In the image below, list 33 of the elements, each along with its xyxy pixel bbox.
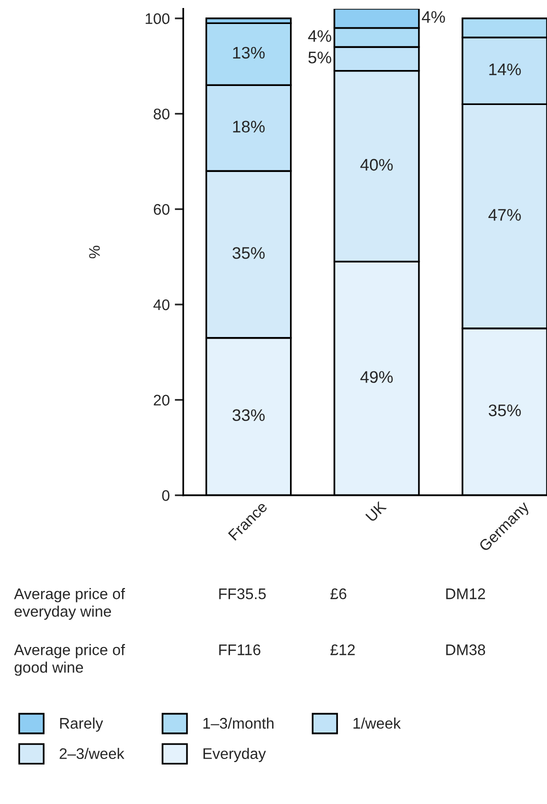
- text: DM38: [446, 644, 486, 656]
- data-label: 35%: [232, 247, 265, 259]
- text: Average price of everyday wine: [14, 588, 126, 620]
- y-tick-label: 100: [146, 13, 170, 24]
- text: Average price of good wine: [14, 644, 126, 676]
- data-label: 4%: [422, 11, 445, 23]
- y-tick-label: 0: [162, 490, 170, 501]
- data-label: 18%: [233, 120, 265, 133]
- legend-label: 1/week: [354, 718, 401, 729]
- y-tick-label: 80: [154, 108, 170, 120]
- data-label: 5%: [308, 52, 332, 64]
- y-tick-label: 60: [154, 204, 170, 215]
- data-label: 35%: [488, 404, 521, 416]
- legend-label: Rarely: [60, 718, 104, 732]
- data-label: 40%: [360, 158, 393, 171]
- text: FF116: [219, 644, 260, 656]
- text: £12: [330, 644, 355, 656]
- data-label: 4%: [308, 30, 332, 42]
- text: £6: [330, 588, 346, 600]
- data-label: 49%: [360, 371, 393, 383]
- legend-label: 2–3/week: [60, 748, 124, 760]
- text: FF35.5: [219, 588, 266, 600]
- y-tick-label: 40: [153, 299, 170, 310]
- data-label: 14%: [489, 64, 521, 76]
- data-label: 47%: [488, 209, 521, 221]
- y-axis-title: %: [89, 246, 100, 258]
- text: DM12: [446, 588, 485, 600]
- x-tick-label: UK: [365, 500, 387, 522]
- legend-label: 1–3/month: [203, 718, 274, 729]
- legend-label: Everyday: [204, 748, 266, 762]
- data-label: 33%: [232, 409, 265, 422]
- data-label: 13%: [233, 46, 265, 59]
- y-tick-label: 20: [154, 394, 170, 406]
